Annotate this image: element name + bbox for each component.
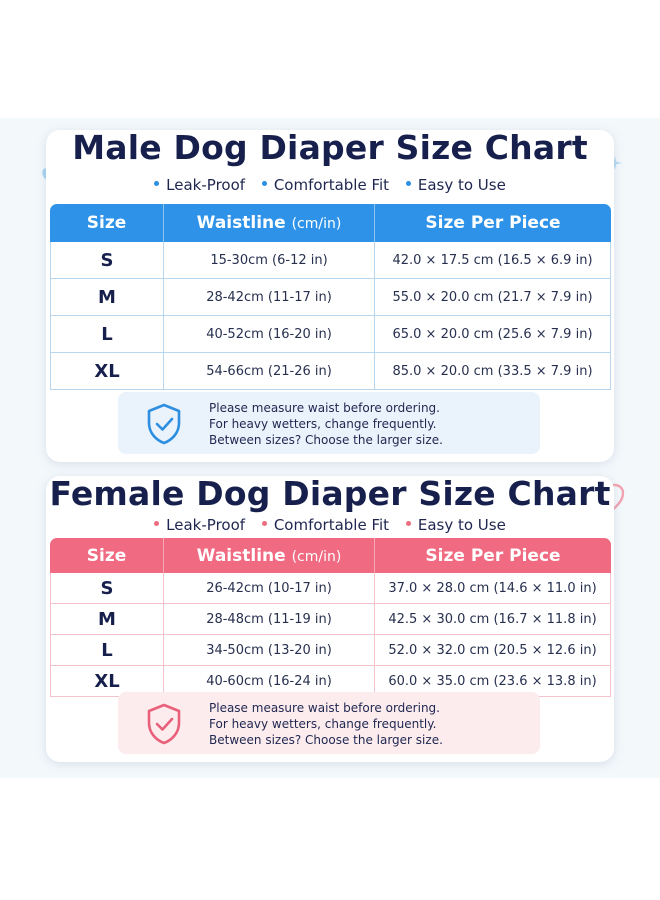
feature-item: Easy to Use xyxy=(405,176,506,194)
female-size-table: Size Waistline (cm/in) Size Per Piece S … xyxy=(50,538,611,697)
female-note-box: Please measure waist before ordering. Fo… xyxy=(118,692,540,754)
note-line: For heavy wetters, change frequently. xyxy=(209,717,437,731)
size-cell: L xyxy=(50,316,164,353)
size-cell: XL xyxy=(50,353,164,390)
size-cell: L xyxy=(50,635,164,666)
waist-cell: 40-52cm (16-20 in) xyxy=(164,316,375,353)
note-line: Please measure waist before ordering. xyxy=(209,701,440,715)
table-row: XL 54-66cm (21-26 in) 85.0 × 20.0 cm (33… xyxy=(50,353,611,390)
header-size-per-piece: Size Per Piece xyxy=(375,204,611,242)
size-cell: M xyxy=(50,604,164,635)
size-cell: M xyxy=(50,279,164,316)
table-header-row: Size Waistline (cm/in) Size Per Piece xyxy=(50,538,611,573)
table-row: S 15-30cm (6-12 in) 42.0 × 17.5 cm (16.5… xyxy=(50,242,611,279)
table-header-row: Size Waistline (cm/in) Size Per Piece xyxy=(50,204,611,242)
piece-cell: 52.0 × 32.0 cm (20.5 × 12.6 in) xyxy=(375,635,611,666)
waist-cell: 28-48cm (11-19 in) xyxy=(164,604,375,635)
piece-cell: 42.5 × 30.0 cm (16.7 × 11.8 in) xyxy=(375,604,611,635)
table-row: M 28-42cm (11-17 in) 55.0 × 20.0 cm (21.… xyxy=(50,279,611,316)
male-chart-title: Male Dog Diaper Size Chart xyxy=(72,128,588,167)
feature-item: Easy to Use xyxy=(405,516,506,534)
waist-cell: 54-66cm (21-26 in) xyxy=(164,353,375,390)
note-line: Between sizes? Choose the larger size. xyxy=(209,733,443,747)
note-line: Between sizes? Choose the larger size. xyxy=(209,433,443,447)
feature-item: Leak-Proof xyxy=(154,176,245,194)
header-size: Size xyxy=(50,204,164,242)
piece-cell: 65.0 × 20.0 cm (25.6 × 7.9 in) xyxy=(375,316,611,353)
header-size: Size xyxy=(50,538,164,573)
male-note-box: Please measure waist before ordering. Fo… xyxy=(118,392,540,454)
size-cell: S xyxy=(50,242,164,279)
waist-cell: 34-50cm (13-20 in) xyxy=(164,635,375,666)
size-cell: XL xyxy=(50,666,164,697)
piece-cell: 37.0 × 28.0 cm (14.6 × 11.0 in) xyxy=(375,573,611,604)
feature-item: Comfortable Fit xyxy=(261,176,389,194)
note-line: Please measure waist before ordering. xyxy=(209,401,440,415)
piece-cell: 85.0 × 20.0 cm (33.5 × 7.9 in) xyxy=(375,353,611,390)
waist-cell: 28-42cm (11-17 in) xyxy=(164,279,375,316)
piece-cell: 42.0 × 17.5 cm (16.5 × 6.9 in) xyxy=(375,242,611,279)
waist-cell: 26-42cm (10-17 in) xyxy=(164,573,375,604)
table-row: XL 40-60cm (16-24 in) 60.0 × 35.0 cm (23… xyxy=(50,666,611,697)
header-waistline: Waistline (cm/in) xyxy=(164,538,375,573)
piece-cell: 55.0 × 20.0 cm (21.7 × 7.9 in) xyxy=(375,279,611,316)
male-size-table: Size Waistline (cm/in) Size Per Piece S … xyxy=(50,204,611,390)
table-row: L 34-50cm (13-20 in) 52.0 × 32.0 cm (20.… xyxy=(50,635,611,666)
note-line: For heavy wetters, change frequently. xyxy=(209,417,437,431)
male-feature-list: Leak-Proof Comfortable Fit Easy to Use xyxy=(0,176,660,194)
shield-check-icon xyxy=(147,703,181,745)
table-row: S 26-42cm (10-17 in) 37.0 × 28.0 cm (14.… xyxy=(50,573,611,604)
feature-item: Leak-Proof xyxy=(154,516,245,534)
shield-check-icon xyxy=(147,403,181,445)
table-row: M 28-48cm (11-19 in) 42.5 × 30.0 cm (16.… xyxy=(50,604,611,635)
header-size-per-piece: Size Per Piece xyxy=(375,538,611,573)
header-waistline: Waistline (cm/in) xyxy=(164,204,375,242)
size-cell: S xyxy=(50,573,164,604)
waist-cell: 15-30cm (6-12 in) xyxy=(164,242,375,279)
feature-item: Comfortable Fit xyxy=(261,516,389,534)
female-chart-title: Female Dog Diaper Size Chart xyxy=(49,474,611,513)
female-feature-list: Leak-Proof Comfortable Fit Easy to Use xyxy=(0,516,660,534)
sparkle-icon xyxy=(608,156,622,170)
table-row: L 40-52cm (16-20 in) 65.0 × 20.0 cm (25.… xyxy=(50,316,611,353)
piece-cell: 60.0 × 35.0 cm (23.6 × 13.8 in) xyxy=(375,666,611,697)
